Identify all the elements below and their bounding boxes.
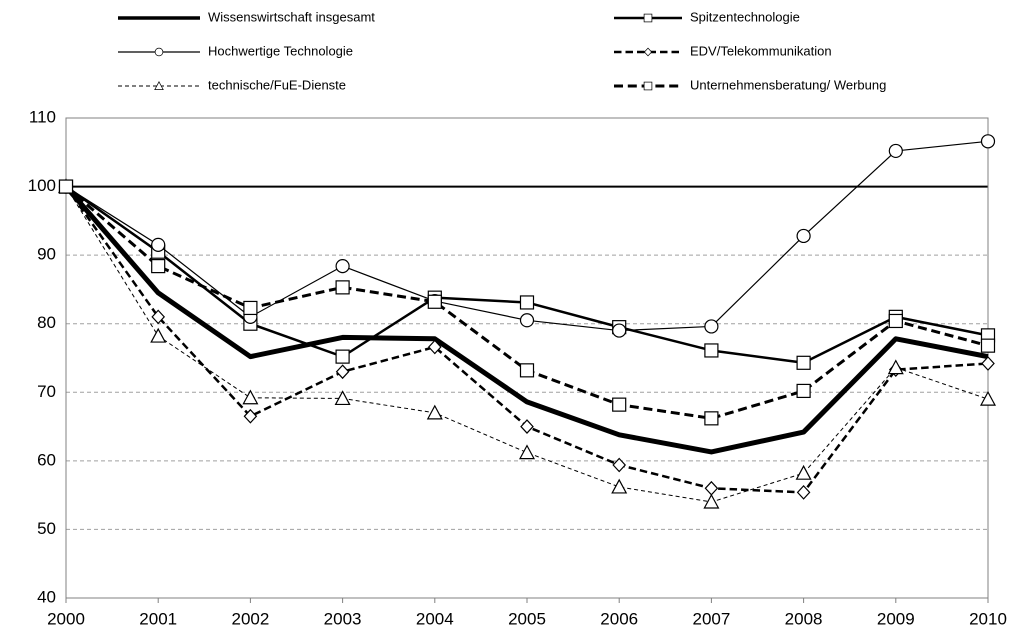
data-point (611, 478, 628, 494)
y-tick-label: 100 (28, 176, 56, 195)
data-point (704, 411, 719, 426)
data-point (888, 313, 903, 329)
data-point (888, 143, 903, 159)
legend-marker (643, 13, 653, 23)
data-point (150, 327, 167, 343)
x-tick-label: 2002 (231, 609, 269, 628)
x-tick-label: 2005 (508, 609, 546, 628)
data-point (980, 134, 996, 149)
data-point (612, 397, 627, 412)
x-tick-label: 2009 (877, 609, 915, 628)
y-tick-label: 40 (37, 587, 56, 606)
legend-marker (154, 81, 164, 90)
data-point (334, 390, 351, 406)
series-line (65, 185, 989, 365)
data-point (151, 309, 166, 325)
data-point (243, 408, 258, 424)
x-tick-label: 2001 (139, 609, 177, 628)
data-point (520, 419, 534, 434)
plot-border (65, 117, 989, 599)
data-point (151, 237, 166, 252)
x-tick-label: 2006 (600, 609, 638, 628)
x-tick-label: 2004 (416, 609, 454, 628)
x-tick-label: 2008 (785, 609, 823, 628)
data-point (427, 294, 442, 309)
legend-label: Unternehmensberatung/ Werbung (690, 77, 886, 92)
legend-label: EDV/Telekommunikation (690, 43, 832, 58)
data-point (426, 404, 443, 420)
legend-marker (643, 47, 653, 57)
data-point (335, 364, 350, 380)
legend-label: Spitzentechnologie (690, 9, 800, 24)
series-line (64, 184, 989, 455)
data-point (519, 313, 535, 328)
x-tick-label: 2003 (324, 609, 362, 628)
legend-label: Wissenswirtschaft insgesamt (208, 9, 375, 24)
data-point (518, 444, 536, 460)
x-tick-label: 2007 (692, 609, 730, 628)
legend-label: technische/FuE-Dienste (208, 77, 346, 92)
data-point (612, 457, 627, 473)
data-point (427, 339, 442, 355)
data-point (981, 356, 995, 371)
data-point (796, 228, 811, 244)
data-point (612, 323, 627, 338)
data-point (796, 355, 811, 370)
data-point (519, 363, 535, 378)
legend-marker (643, 81, 653, 91)
data-point (703, 493, 720, 509)
data-point (243, 300, 258, 316)
data-point (335, 259, 350, 274)
x-tick-label: 2000 (47, 609, 85, 628)
data-point (519, 295, 535, 310)
data-point (795, 464, 812, 480)
legend-marker (154, 47, 164, 57)
legend-label: Hochwertige Technologie (208, 43, 353, 58)
data-point (796, 383, 811, 399)
x-tick-label: 2010 (969, 609, 1007, 628)
data-point (242, 389, 259, 405)
data-point (58, 179, 74, 194)
y-tick-label: 50 (37, 519, 56, 538)
data-point (335, 280, 350, 295)
y-tick-label: 70 (37, 382, 56, 401)
y-tick-label: 110 (29, 107, 56, 126)
data-point (980, 338, 996, 353)
data-point (796, 485, 811, 500)
data-point (335, 349, 350, 364)
data-point (151, 259, 166, 274)
data-point (704, 343, 719, 358)
data-point (704, 319, 719, 334)
data-point (887, 359, 904, 375)
y-tick-label: 60 (37, 450, 56, 469)
y-tick-label: 80 (37, 313, 56, 332)
data-point (979, 390, 997, 406)
y-tick-label: 90 (37, 245, 56, 264)
data-point (704, 480, 719, 496)
